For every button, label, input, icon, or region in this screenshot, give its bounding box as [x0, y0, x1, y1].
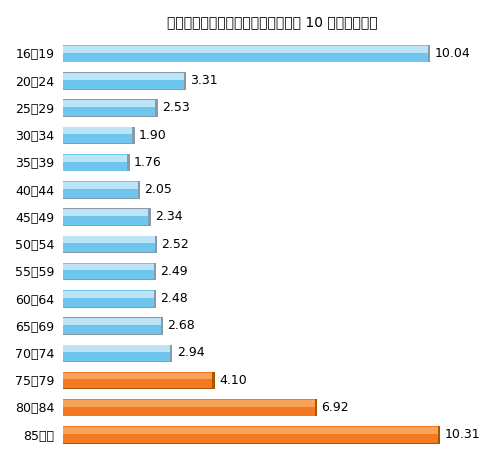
Bar [63, 73, 184, 89]
Bar [63, 291, 153, 298]
Bar [63, 290, 153, 307]
Text: 2.53: 2.53 [162, 102, 190, 115]
Bar [63, 99, 157, 117]
Bar [63, 427, 438, 434]
Bar [63, 154, 129, 171]
Bar [63, 73, 184, 80]
Text: 2.52: 2.52 [161, 238, 189, 251]
Bar [63, 72, 186, 89]
Bar [63, 209, 148, 216]
Bar [63, 155, 127, 162]
Bar [63, 264, 154, 270]
Bar [63, 317, 161, 334]
Text: 3.31: 3.31 [190, 74, 218, 87]
Text: 1.76: 1.76 [134, 156, 162, 169]
Bar [63, 154, 127, 171]
Text: 6.92: 6.92 [321, 401, 349, 414]
Bar [63, 181, 140, 199]
Bar [63, 345, 170, 361]
Text: 2.68: 2.68 [167, 319, 195, 332]
Bar [63, 45, 428, 62]
Bar [63, 46, 428, 53]
Bar [63, 372, 212, 388]
Text: 10.04: 10.04 [435, 47, 471, 60]
Bar [63, 236, 155, 243]
Bar [63, 181, 138, 198]
Bar [63, 127, 132, 144]
Bar [63, 208, 150, 226]
Bar [63, 399, 317, 417]
Bar [63, 128, 132, 134]
Bar [63, 127, 134, 144]
Text: 2.94: 2.94 [177, 347, 204, 359]
Bar [63, 345, 170, 352]
Bar [63, 318, 161, 325]
Bar [63, 182, 138, 189]
Bar [63, 290, 156, 308]
Bar [63, 399, 315, 416]
Text: 10.31: 10.31 [445, 428, 480, 441]
Title: 年齢層別の死亡事故件数（免許人口 10 万人当たり）: 年齢層別の死亡事故件数（免許人口 10 万人当たり） [167, 15, 377, 29]
Bar [63, 45, 430, 62]
Bar [63, 344, 172, 362]
Bar [63, 100, 155, 116]
Bar [63, 263, 156, 280]
Bar [63, 372, 212, 379]
Bar [63, 209, 148, 225]
Bar [63, 426, 440, 444]
Bar [63, 426, 438, 443]
Text: 2.48: 2.48 [160, 292, 188, 305]
Text: 2.49: 2.49 [160, 265, 188, 278]
Bar [63, 100, 155, 107]
Bar [63, 400, 315, 407]
Text: 1.90: 1.90 [139, 129, 167, 142]
Text: 2.05: 2.05 [144, 183, 172, 196]
Bar [63, 317, 163, 335]
Text: 4.10: 4.10 [219, 374, 247, 387]
Text: 2.34: 2.34 [155, 210, 183, 223]
Bar [63, 263, 154, 280]
Bar [63, 236, 157, 253]
Bar [63, 372, 215, 389]
Bar [63, 236, 155, 252]
